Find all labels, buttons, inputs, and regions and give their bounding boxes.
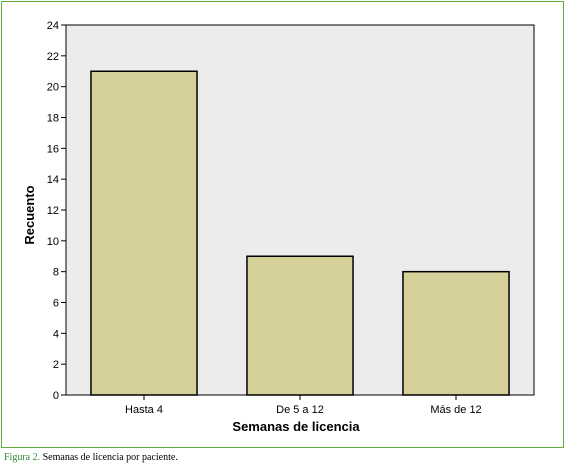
y-tick-label: 14: [47, 174, 59, 186]
x-axis: Hasta 4 De 5 a 12 Más de 12: [125, 395, 482, 416]
bar-1: [90, 70, 198, 396]
bar-3: [402, 270, 510, 396]
x-axis-label: Semanas de licencia: [232, 419, 360, 434]
y-tick-label: 18: [47, 113, 59, 125]
y-tick-label: 22: [47, 51, 59, 63]
y-tick-label: 8: [53, 267, 59, 279]
figure-caption: Figura 2. Semanas de licencia por pacien…: [4, 452, 178, 463]
y-tick-label: 16: [47, 143, 59, 155]
y-axis-label: Recuento: [22, 185, 37, 244]
y-tick-label: 24: [47, 20, 59, 32]
caption-text: Semanas de licencia por paciente.: [42, 452, 178, 463]
x-tick-label: Hasta 4: [125, 404, 163, 416]
y-tick-label: 20: [47, 82, 59, 94]
y-tick-label: 6: [53, 298, 59, 310]
x-tick-label: Más de 12: [430, 404, 481, 416]
bar-2: [246, 255, 354, 396]
y-tick-label: 2: [53, 359, 59, 371]
y-tick-label: 4: [53, 328, 59, 340]
y-tick-label: 12: [47, 205, 59, 217]
x-tick-label: De 5 a 12: [276, 404, 324, 416]
bars: [90, 70, 510, 396]
y-tick-label: 10: [47, 236, 59, 248]
caption-label: Figura 2.: [4, 452, 41, 463]
y-tick-label: 0: [53, 390, 59, 402]
